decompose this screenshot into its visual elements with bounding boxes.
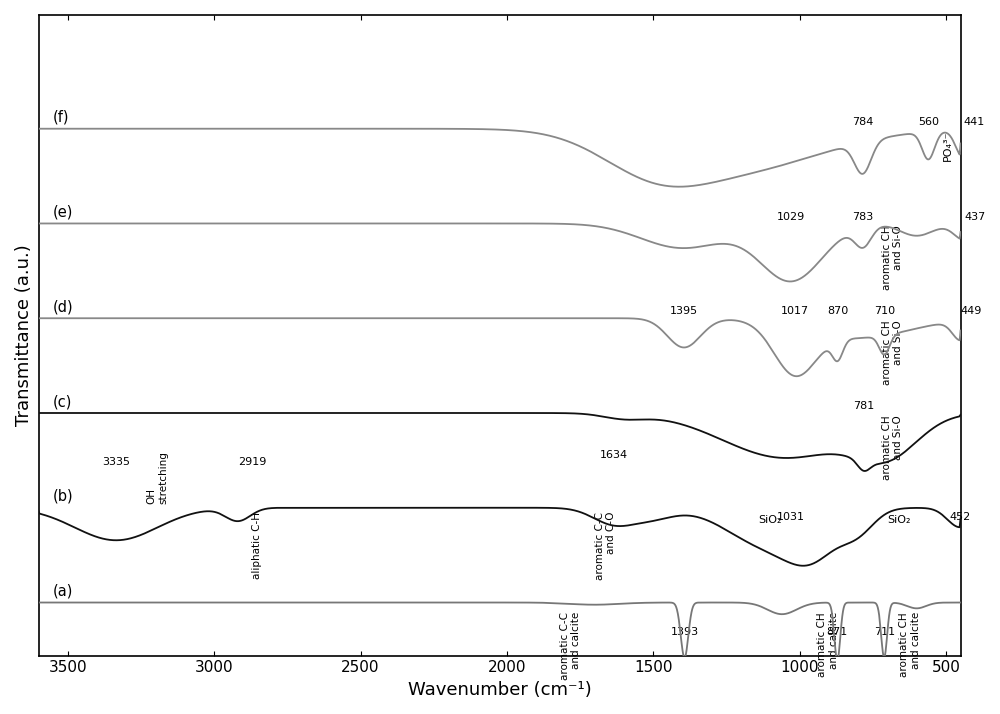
Text: and Si-O: and Si-O (893, 320, 903, 365)
Text: 1031: 1031 (776, 511, 804, 521)
Text: 871: 871 (827, 627, 848, 637)
Text: 452: 452 (949, 511, 971, 521)
Text: aliphatic C-H: aliphatic C-H (252, 511, 262, 578)
Text: aromatic CH: aromatic CH (882, 320, 892, 385)
Text: 783: 783 (852, 211, 874, 221)
Y-axis label: Transmittance (a.u.): Transmittance (a.u.) (15, 244, 33, 426)
Text: and Si-O: and Si-O (893, 415, 903, 460)
Text: 3335: 3335 (102, 457, 130, 467)
Text: (e): (e) (53, 205, 74, 220)
Text: 711: 711 (874, 627, 895, 637)
Text: (f): (f) (53, 110, 70, 125)
Text: aromatic CH: aromatic CH (899, 612, 909, 677)
Text: (d): (d) (53, 299, 74, 314)
Text: 1393: 1393 (670, 627, 699, 637)
Text: aromatic CH: aromatic CH (817, 612, 827, 677)
Text: aromatic C-C: aromatic C-C (595, 511, 605, 580)
Text: 437: 437 (964, 211, 986, 221)
Text: OH: OH (147, 488, 157, 504)
Text: 870: 870 (827, 306, 848, 316)
Text: and calcite: and calcite (829, 612, 839, 669)
Text: (c): (c) (53, 394, 73, 409)
Text: 449: 449 (961, 306, 982, 316)
Text: 2919: 2919 (238, 457, 266, 467)
Text: (a): (a) (53, 583, 74, 598)
Text: aromatic CH: aromatic CH (882, 226, 892, 290)
Text: aromatic CH: aromatic CH (882, 415, 892, 480)
Text: SiO₂: SiO₂ (759, 516, 782, 526)
Text: (b): (b) (53, 489, 74, 504)
Text: SiO₂: SiO₂ (887, 516, 911, 526)
Text: PO₄³⁻: PO₄³⁻ (943, 131, 953, 161)
Text: 784: 784 (852, 117, 873, 127)
Text: and calcite: and calcite (571, 612, 581, 669)
Text: 1017: 1017 (781, 306, 809, 316)
Text: and Si-O: and Si-O (893, 226, 903, 270)
X-axis label: Wavenumber (cm⁻¹): Wavenumber (cm⁻¹) (408, 681, 591, 699)
Text: 1395: 1395 (670, 306, 698, 316)
Text: 441: 441 (963, 117, 984, 127)
Text: stretching: stretching (159, 451, 169, 504)
Text: 1634: 1634 (600, 450, 628, 460)
Text: and calcite: and calcite (911, 612, 921, 669)
Text: 781: 781 (853, 401, 874, 411)
Text: 560: 560 (918, 117, 939, 127)
Text: and C-O: and C-O (606, 511, 616, 554)
Text: aromatic C-C: aromatic C-C (560, 612, 570, 680)
Text: 1029: 1029 (777, 211, 805, 221)
Text: 710: 710 (874, 306, 895, 316)
